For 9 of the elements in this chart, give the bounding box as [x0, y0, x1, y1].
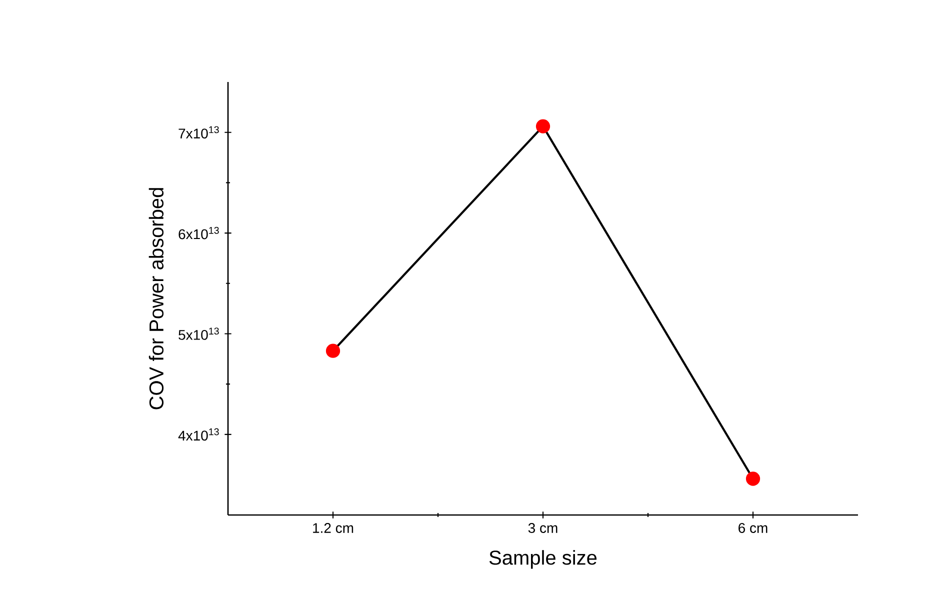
x-tick-label: 6 cm [738, 523, 768, 533]
x-tick-label: 1.2 cm [313, 523, 354, 533]
x-tick-label: 3 cm [528, 523, 558, 533]
x-axis-title: Sample size [489, 550, 597, 569]
y-axis-title: COV for Power absorbed [148, 188, 164, 410]
y-tick-label: 5x10$^{13}$ [178, 328, 219, 340]
y-tick-label: 7x10$^{13}$ [178, 126, 219, 138]
y-tick-label: 6x10$^{13}$ [178, 226, 219, 240]
y-tick-label: 4x10$^{13}$ [178, 428, 219, 441]
